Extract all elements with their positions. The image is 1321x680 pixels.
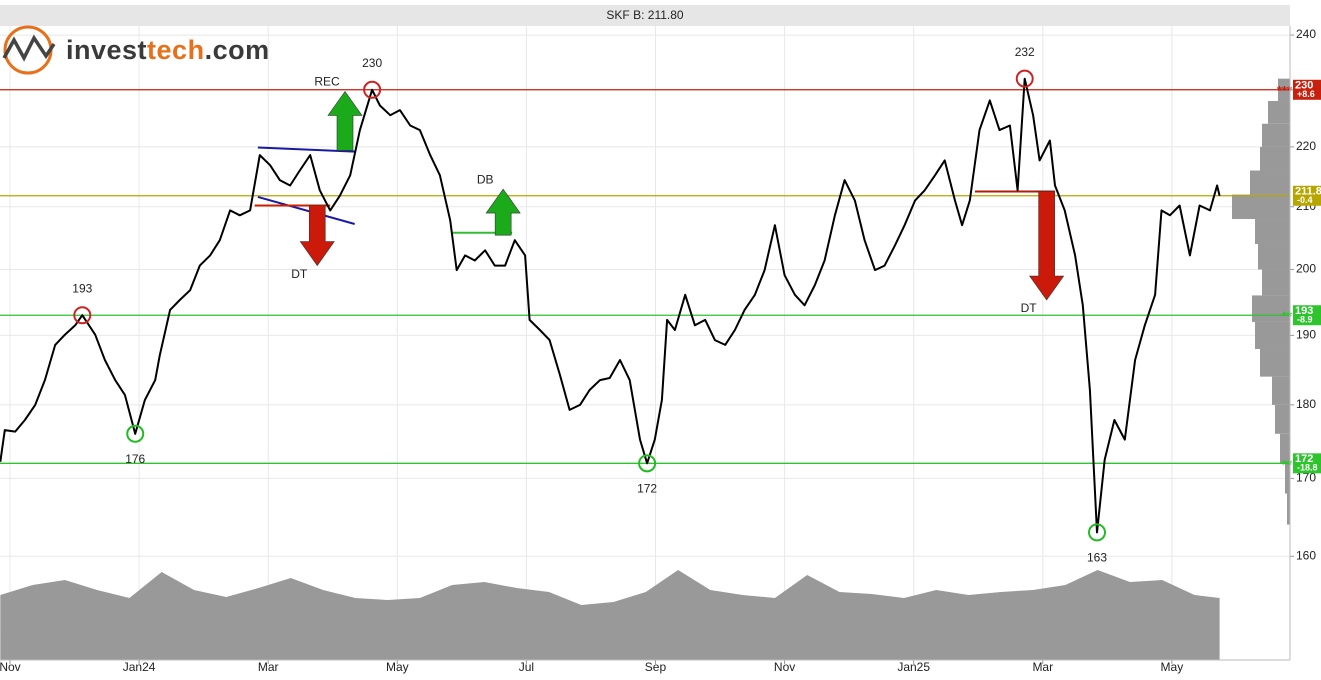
- signal-label: DT: [1021, 301, 1038, 315]
- pivot-circle: [1088, 523, 1107, 542]
- signal-label: DT: [291, 267, 308, 281]
- y-tick-label: 170: [1296, 471, 1316, 485]
- front-layer: Nov Jan24 Mar May Jul Sep Nov Jan25 Mar May 160 170…: [0, 27, 1321, 674]
- y-tick-label: 190: [1296, 328, 1316, 342]
- pivot-label: 163: [1087, 551, 1107, 565]
- pivot-label: 176: [125, 452, 145, 466]
- level-stars: **: [1282, 457, 1293, 472]
- price-volume-bar: [1262, 123, 1290, 147]
- level-box: [1293, 79, 1321, 100]
- price-volume-bar: [1280, 433, 1290, 464]
- pivot-circle: [363, 80, 382, 99]
- pivot-circle: [638, 454, 657, 473]
- price-line: [0, 77, 1221, 534]
- price-volume-bar: [1260, 146, 1290, 171]
- signal-label: DB: [477, 172, 494, 186]
- price-volume-bar: [1250, 170, 1290, 195]
- x-tick-label: Jan25: [897, 660, 930, 674]
- price-volume-bar: [1275, 404, 1290, 434]
- chart-title: SKF B: 211.80: [606, 8, 683, 22]
- level-box: [1293, 185, 1321, 206]
- volume-area: [0, 570, 1220, 660]
- y-tick-label: 180: [1296, 397, 1316, 411]
- price-volume-bar: [1262, 269, 1290, 296]
- level-value: 193: [1295, 305, 1313, 317]
- level-change: -0.4: [1297, 195, 1313, 205]
- level-value: 230: [1295, 80, 1313, 92]
- signal-arrow: [299, 205, 335, 267]
- pivot-label: 230: [362, 56, 382, 70]
- y-tick-label: 200: [1296, 262, 1316, 276]
- pivot-label: 172: [637, 482, 657, 496]
- price-volume-bar: [1285, 463, 1290, 494]
- signal-arrow: [1029, 191, 1065, 301]
- logo-zigzag: [2, 34, 56, 62]
- x-tick-label: Mar: [258, 660, 279, 674]
- pivot-label: 193: [72, 281, 92, 295]
- price-volume-bar: [1272, 376, 1290, 405]
- level-change: +8.6: [1297, 89, 1315, 99]
- price-volume-bar: [1258, 243, 1290, 270]
- pivot-circle: [126, 424, 145, 443]
- pivot-label: 232: [1015, 45, 1035, 59]
- logo-part: .com: [205, 35, 270, 65]
- trendline: [257, 196, 355, 225]
- logo: investtech.com: [2, 25, 270, 75]
- price-volume-bar: [1287, 493, 1290, 525]
- level-change: -8.9: [1297, 315, 1313, 325]
- level-stars: **: [1282, 309, 1293, 324]
- logo-text: investtech.com: [66, 35, 270, 65]
- signal-arrow: [485, 188, 521, 236]
- pivot-circle: [73, 306, 92, 325]
- level-change: -18.8: [1297, 463, 1318, 473]
- x-tick-label: Nov: [774, 660, 795, 674]
- trendline: [257, 146, 355, 153]
- signal-arrow: [327, 90, 363, 151]
- price-volume-bar: [1268, 101, 1290, 124]
- price-volume-bar: [1232, 194, 1290, 220]
- x-tick-label: Mar: [1032, 660, 1053, 674]
- x-tick-label: Jan24: [123, 660, 156, 674]
- pivot-circle: [1015, 69, 1034, 88]
- x-tick-label: Nov: [0, 660, 21, 674]
- logo-part: invest: [66, 35, 147, 65]
- price-volume-bar: [1260, 348, 1290, 377]
- x-tick-label: Jul: [519, 660, 534, 674]
- signal-label: REC: [314, 75, 340, 89]
- x-tick-label: Sep: [645, 660, 667, 674]
- x-tick-label: May: [1161, 660, 1184, 674]
- price-volume-bar: [1252, 295, 1290, 322]
- y-tick-label: 240: [1296, 27, 1316, 41]
- price-volume-bar: [1255, 321, 1290, 349]
- header-bar: [0, 5, 1290, 26]
- back-layer: [0, 26, 1290, 660]
- logo-part: tech: [147, 35, 205, 65]
- level-box: [1293, 305, 1321, 326]
- level-value: 172: [1295, 453, 1313, 465]
- x-tick-label: May: [386, 660, 409, 674]
- y-tick-label: 220: [1296, 139, 1316, 153]
- y-tick-label: 160: [1296, 548, 1316, 562]
- price-volume-bar: [1255, 219, 1290, 244]
- level-value: 211.8: [1295, 186, 1321, 198]
- level-box: [1293, 453, 1321, 474]
- level-stars: ***: [1277, 83, 1293, 98]
